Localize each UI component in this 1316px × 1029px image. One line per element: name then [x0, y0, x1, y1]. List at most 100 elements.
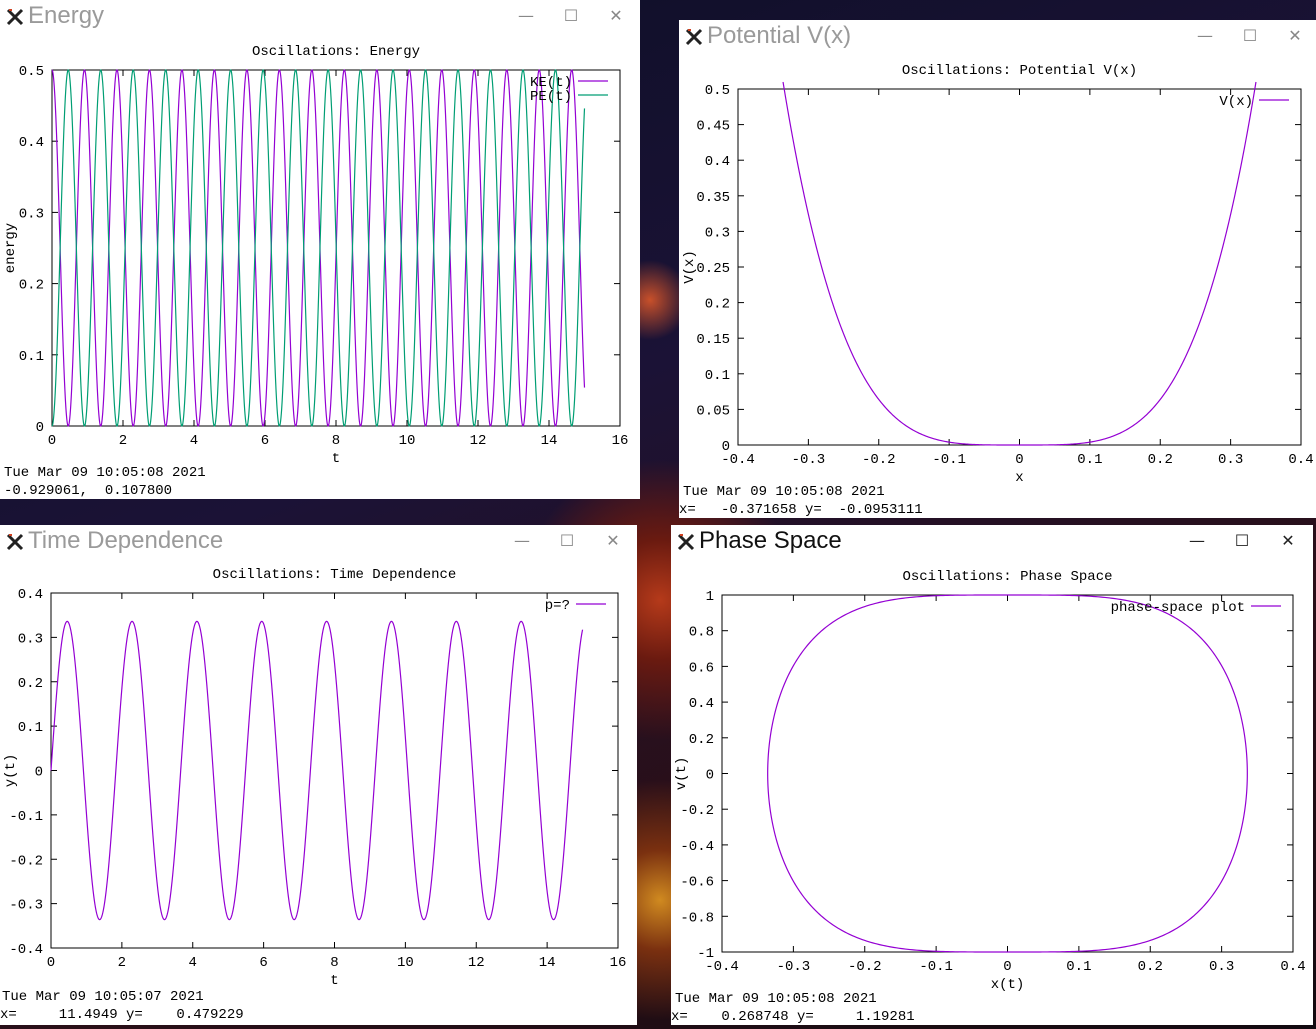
x11-icon: [6, 533, 24, 551]
title-bar[interactable]: Phase Space — ☐ ✕: [671, 525, 1313, 557]
x-tick-label: 10: [399, 433, 416, 449]
maximize-button[interactable]: ☐: [1242, 26, 1258, 45]
series-line: [50, 620, 584, 921]
x-tick-label: 12: [468, 955, 485, 971]
x-tick-label: 4: [190, 433, 198, 449]
plot-frame: [737, 88, 1302, 446]
coordinate-readout: x= -0.371658 y= -0.0953111: [679, 502, 923, 518]
x-tick-label: 4: [189, 955, 197, 971]
potential-window[interactable]: Potential V(x) — ☐ ✕ Oscillations: Poten…: [679, 20, 1316, 518]
close-button[interactable]: ✕: [609, 6, 623, 25]
plot-title: Oscillations: Energy: [252, 44, 420, 60]
y-tick-label: 0.6: [689, 660, 714, 676]
title-bar[interactable]: Energy — ☐ ✕: [0, 0, 640, 32]
x-tick-label: 8: [332, 433, 340, 449]
timestamp-label: Tue Mar 09 10:05:08 2021: [683, 484, 885, 500]
maximize-button[interactable]: ☐: [559, 531, 575, 550]
y-tick-label: 0.1: [705, 368, 730, 384]
time-dependence-window[interactable]: Time Dependence — ☐ ✕ Oscillations: Time…: [0, 525, 637, 1025]
minimize-button[interactable]: —: [1189, 531, 1205, 550]
window-title: Energy: [28, 2, 105, 29]
y-tick-label: 0: [722, 439, 730, 455]
series-line: [767, 594, 1248, 953]
x-tick-label: 0.4: [1288, 452, 1313, 468]
y-tick-label: 0.4: [689, 696, 714, 712]
energy-window[interactable]: Energy — ☐ ✕ Oscillations: Energy 0 2 4 6 8 10…: [0, 0, 640, 499]
legend-label: p=?: [545, 598, 570, 614]
x-tick-label: 0.4: [1280, 959, 1305, 975]
x-tick-label: -0.3: [777, 959, 811, 975]
plot-title: Oscillations: Potential V(x): [902, 63, 1137, 79]
y-axis-label: y(t): [3, 754, 19, 788]
plot-title: Oscillations: Time Dependence: [213, 567, 457, 583]
phase-space-window[interactable]: Phase Space — ☐ ✕ Oscillations: Phase Sp…: [671, 525, 1313, 1025]
y-tick-label: 0: [706, 768, 714, 784]
x-tick-label: 14: [539, 955, 556, 971]
y-tick-label: 0.05: [696, 403, 730, 419]
y-tick-label: 0.2: [18, 676, 43, 692]
potential-plot[interactable]: Oscillations: Potential V(x) -0.4 -0.3 -0.2…: [679, 20, 1316, 490]
maximize-button[interactable]: ☐: [1234, 531, 1250, 550]
x-tick-label: -0.2: [862, 452, 896, 468]
y-tick-label: -0.1: [9, 809, 43, 825]
coordinate-readout: -0.929061, 0.107800: [4, 483, 173, 499]
x-tick-label: -0.1: [919, 959, 953, 975]
close-button[interactable]: ✕: [1288, 26, 1302, 45]
minimize-button[interactable]: —: [514, 531, 530, 550]
legend-label: V(x): [1219, 94, 1253, 110]
close-button[interactable]: ✕: [606, 531, 620, 550]
y-tick-label: 0.2: [19, 278, 44, 294]
y-tick-label: 0.4: [18, 587, 43, 603]
x11-icon: [685, 28, 703, 46]
x-tick-label: -0.1: [932, 452, 966, 468]
energy-plot[interactable]: Oscillations: Energy 0 2 4 6 8 10 12 14 16 0 0.1 0.2…: [0, 0, 640, 470]
y-tick-label: -1: [697, 946, 714, 962]
window-title: Phase Space: [699, 527, 842, 554]
x-tick-label: 10: [397, 955, 414, 971]
title-bar[interactable]: Time Dependence — ☐ ✕: [0, 525, 637, 557]
y-tick-label: 0.3: [18, 631, 43, 647]
legend-label: phase-space plot: [1111, 600, 1245, 616]
minimize-button[interactable]: —: [518, 6, 534, 25]
timestamp-label: Tue Mar 09 10:05:08 2021: [675, 991, 877, 1007]
y-tick-label: 0.35: [696, 190, 730, 206]
x-tick-label: 16: [610, 955, 627, 971]
y-tick-label: -0.4: [9, 942, 43, 958]
maximize-button[interactable]: ☐: [563, 6, 579, 25]
title-bar[interactable]: Potential V(x) — ☐ ✕: [679, 20, 1316, 52]
x-tick-label: 0.2: [1148, 452, 1173, 468]
x-tick-label: -0.2: [848, 959, 882, 975]
x-tick-label: 0.1: [1077, 452, 1102, 468]
x11-icon: [677, 533, 695, 551]
y-tick-label: 0.1: [19, 349, 44, 365]
minimize-button[interactable]: —: [1197, 26, 1213, 45]
x-axis-label: t: [332, 451, 340, 467]
legend-label: PE(t): [530, 89, 572, 105]
x-tick-label: -0.3: [792, 452, 826, 468]
y-tick-label: 0.45: [696, 119, 730, 135]
x-axis-label: x: [1015, 470, 1023, 486]
x11-icon: [6, 8, 24, 26]
x-tick-label: -0.4: [705, 959, 739, 975]
plot-title: Oscillations: Phase Space: [902, 569, 1112, 585]
coordinate-readout: x= 11.4949 y= 0.479229: [0, 1007, 244, 1023]
x-tick-label: 14: [541, 433, 558, 449]
x-tick-label: 16: [612, 433, 629, 449]
close-button[interactable]: ✕: [1281, 531, 1295, 550]
window-title: Potential V(x): [707, 22, 852, 49]
timestamp-label: Tue Mar 09 10:05:08 2021: [4, 465, 206, 481]
series-line: [51, 69, 586, 427]
y-tick-label: 0.3: [705, 225, 730, 241]
y-tick-label: 0: [35, 765, 43, 781]
y-tick-label: -0.3: [9, 898, 43, 914]
series-line: [782, 81, 1257, 446]
coordinate-readout: x= 0.268748 y= 1.19281: [671, 1009, 915, 1025]
y-tick-label: 0.4: [705, 154, 730, 170]
x-tick-label: 0.1: [1066, 959, 1091, 975]
y-tick-label: -0.4: [680, 839, 714, 855]
y-tick-label: 0.25: [696, 261, 730, 277]
phase-space-plot[interactable]: Oscillations: Phase Space -0.4 -0.3 -0.2 -0.…: [671, 525, 1313, 995]
y-tick-label: 0.1: [18, 720, 43, 736]
time-dependence-plot[interactable]: Oscillations: Time Dependence 0 2 4 6 8 10 12 14…: [0, 525, 637, 995]
y-tick-label: 0.3: [19, 206, 44, 222]
